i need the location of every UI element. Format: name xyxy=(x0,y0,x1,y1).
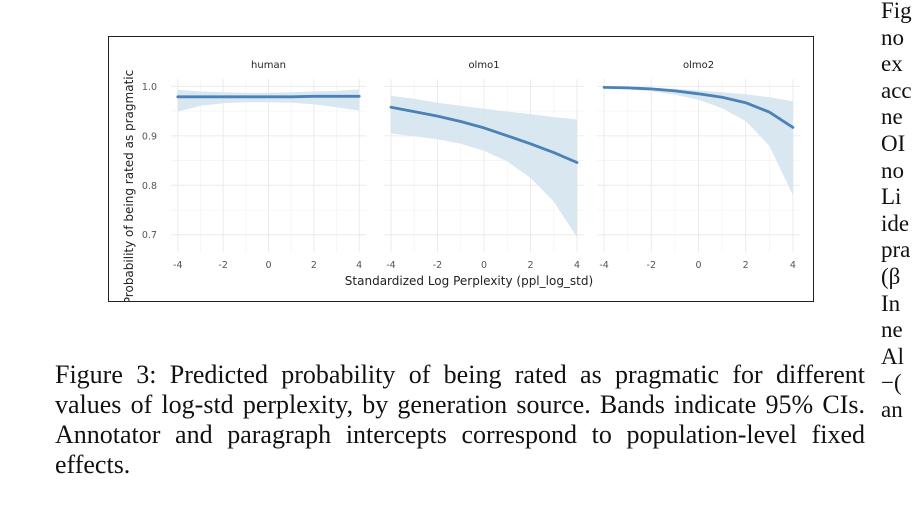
x-tick-label: 2 xyxy=(743,260,749,271)
right-column-line: −( xyxy=(881,370,902,396)
right-column-text: Fig no ex acc ne OI no Li ide pra (β In ne Al −(an xyxy=(881,0,923,424)
y-tick-label: 0.8 xyxy=(142,181,157,192)
y-axis-title: Probability of being rated as pragmatic xyxy=(122,70,136,302)
x-tick-label: -4 xyxy=(386,260,395,271)
x-tick-label: 4 xyxy=(356,260,362,271)
facet-title-human: human xyxy=(251,60,286,71)
x-tick-label: -2 xyxy=(433,260,442,271)
series-line-human xyxy=(176,94,361,99)
figure-caption: Figure 3: Predicted probability of being… xyxy=(55,360,865,479)
y-tick-label: 1.0 xyxy=(142,82,157,93)
right-column-line: OI xyxy=(881,130,906,156)
x-tick-label: 2 xyxy=(311,260,317,271)
right-column-line: no xyxy=(881,24,904,50)
right-column-line: Al xyxy=(881,343,904,369)
x-tick-label: -4 xyxy=(173,260,182,271)
right-column-line: acc xyxy=(881,77,912,103)
x-tick-label: 0 xyxy=(695,260,701,271)
y-tick-label: 0.9 xyxy=(142,131,157,142)
right-column-line: ne xyxy=(881,317,903,343)
right-column-line: Li xyxy=(881,184,902,210)
facet-title-olmo1: olmo1 xyxy=(468,60,499,71)
y-tick-label: 0.7 xyxy=(142,230,157,241)
facet-panel-olmo2: olmo2 -4 -2 0 2 4 xyxy=(597,60,800,271)
facet-panel-human: human -4 -2 0 2 4 0.7 0.8 0.9 1.0 xyxy=(142,60,366,271)
x-tick-label: 2 xyxy=(527,260,533,271)
right-column-line: ne xyxy=(881,104,903,130)
series-line-olmo2 xyxy=(602,86,795,129)
confidence-band-olmo1 xyxy=(391,95,577,238)
right-column-line: In xyxy=(881,290,901,316)
x-axis-title: Standardized Log Perplexity (ppl_log_std… xyxy=(345,274,593,288)
right-column-line: ide xyxy=(881,210,910,236)
facet-panel-olmo1: olmo1 -4 -2 0 2 4 xyxy=(384,60,584,271)
facet-title-olmo2: olmo2 xyxy=(683,60,714,71)
right-column-line: Fig xyxy=(881,0,912,23)
right-column-line: no xyxy=(881,157,904,183)
right-column-line: pra xyxy=(881,237,911,263)
right-column-line: (β xyxy=(881,263,901,289)
figure-3-frame: human -4 -2 0 2 4 0.7 0.8 0.9 1.0 olmo1 -4 -2 0 2 4 olmo… xyxy=(108,36,814,302)
x-tick-label: -2 xyxy=(647,260,656,271)
x-tick-label: 4 xyxy=(790,260,796,271)
x-tick-label: 0 xyxy=(481,260,487,271)
x-tick-label: 4 xyxy=(574,260,580,271)
x-tick-label: 0 xyxy=(265,260,271,271)
right-column-line: ex xyxy=(881,51,903,77)
x-tick-label: -4 xyxy=(599,260,608,271)
series-line-olmo1 xyxy=(389,105,579,164)
right-column-line: an xyxy=(881,396,903,422)
x-tick-label: -2 xyxy=(218,260,227,271)
confidence-band-olmo2 xyxy=(604,86,793,196)
